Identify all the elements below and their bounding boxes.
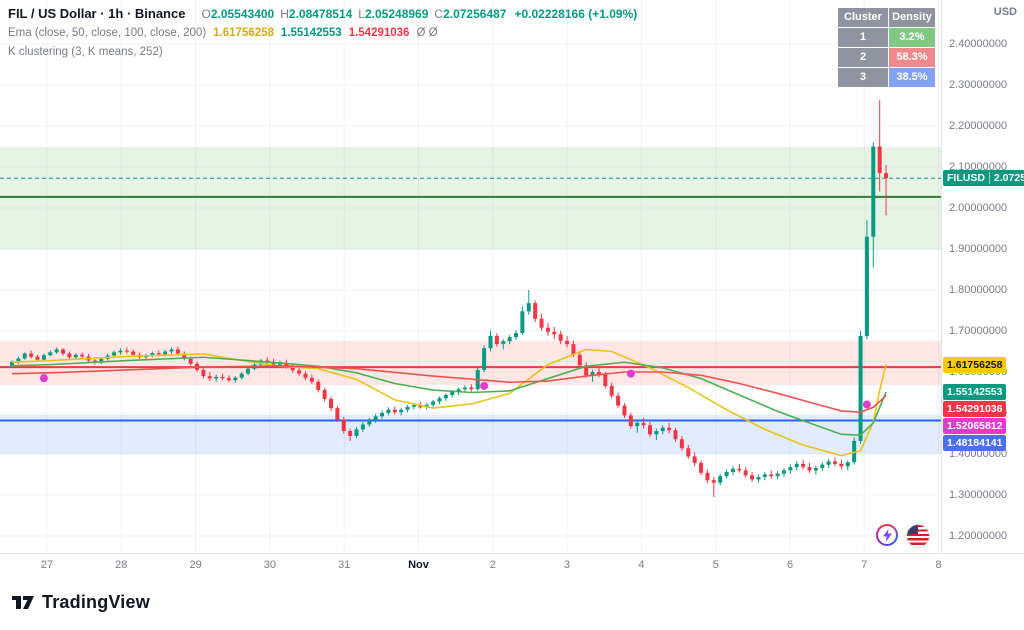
price-chart-svg[interactable] bbox=[0, 0, 941, 553]
cluster-3-price-label: 1.48184141 bbox=[943, 434, 1007, 451]
time-axis-label: 3 bbox=[564, 559, 571, 571]
ema-100-price-label: 1.55142553 bbox=[943, 383, 1007, 400]
price-axis-tick: 1.40000000 bbox=[949, 448, 1008, 460]
time-axis-label: 5 bbox=[712, 559, 719, 571]
ohlc-value: 2.05543400 bbox=[210, 7, 275, 21]
ema-values: 1.61756258 1.55142553 1.54291036 bbox=[206, 23, 409, 40]
lightning-icon[interactable] bbox=[876, 524, 898, 546]
price-axis-tick: 1.70000000 bbox=[949, 325, 1008, 337]
price-axis-tick: 2.30000000 bbox=[949, 79, 1008, 91]
ohlc-value: 2.08478514 bbox=[288, 7, 353, 21]
time-axis-label: 8 bbox=[935, 559, 942, 571]
time-axis-label: 31 bbox=[338, 559, 351, 571]
ohlc-letter: L bbox=[358, 7, 365, 21]
time-axis-label: 6 bbox=[786, 559, 794, 571]
ema-empty-inputs: Ø Ø bbox=[416, 27, 438, 39]
ema-100-line[interactable] bbox=[11, 356, 887, 436]
cluster-2-band bbox=[0, 340, 941, 386]
ema-50-price-label: 1.61756258 bbox=[943, 356, 1007, 373]
ohlc-value: 2.05248969 bbox=[364, 7, 429, 21]
time-axis-label: Nov bbox=[408, 559, 429, 571]
lightning-glyph bbox=[878, 526, 896, 544]
symbol-info-row[interactable]: FIL / US Dollar · 1h · Binance O2.0554340… bbox=[8, 5, 637, 23]
time-axis[interactable]: 27 28 29 30 31 Nov 2 3 4 5 6 7 8 bbox=[0, 553, 1024, 578]
legend: FIL / US Dollar · 1h · Binance O2.0554340… bbox=[8, 5, 637, 61]
kclustering-label: K clustering (3, K means, 252) bbox=[8, 46, 163, 58]
chart-badges bbox=[876, 524, 930, 548]
cluster-1-band bbox=[0, 146, 941, 250]
time-axis-label: 28 bbox=[115, 559, 128, 571]
ema-200-line[interactable] bbox=[11, 365, 887, 413]
density-column-header: Density bbox=[889, 8, 935, 27]
time-axis-label: 7 bbox=[861, 559, 868, 571]
cluster-dot-price-label: 1.52065812 bbox=[943, 417, 1007, 434]
ema-200-price-label: 1.54291036 bbox=[943, 400, 1007, 417]
cluster-column-header: Cluster bbox=[838, 8, 888, 27]
ohlc-values: O2.05543400 H2.08478514 L2.05248969 C2.0725… bbox=[195, 5, 506, 22]
price-change: +0.02228166 (+1.09%) bbox=[514, 7, 638, 21]
cluster-density-cell: 58.3% bbox=[889, 48, 935, 67]
cluster-index-cell: 3 bbox=[838, 68, 888, 87]
chart-canvas[interactable] bbox=[0, 0, 941, 553]
cluster-index-cell: 2 bbox=[838, 48, 888, 67]
kclustering-indicator-row[interactable]: K clustering (3, K means, 252) bbox=[8, 42, 637, 61]
footer: TradingView bbox=[0, 577, 1024, 630]
currency-label: USD bbox=[993, 6, 1017, 18]
ema-indicator-row[interactable]: Ema (close, 50, close, 100, close, 200) 1… bbox=[8, 23, 637, 42]
price-axis[interactable]: USD 2.40000000 2.30000000 2.20000000 2.1000… bbox=[941, 0, 1024, 553]
price-axis-tick: 1.20000000 bbox=[949, 530, 1008, 542]
ohlc-letter: O bbox=[201, 7, 211, 21]
cluster-index-cell: 1 bbox=[838, 28, 888, 47]
cluster-density-cell: 3.2% bbox=[889, 28, 935, 47]
price-axis-tick: 2.40000000 bbox=[949, 38, 1008, 50]
tradingview-logo[interactable]: TradingView bbox=[10, 591, 150, 613]
tradingview-logo-icon bbox=[12, 596, 34, 609]
price-axis-tick: 2.00000000 bbox=[949, 202, 1008, 214]
flag-canton bbox=[907, 525, 918, 534]
price-axis-tick: 1.80000000 bbox=[949, 284, 1008, 296]
time-axis-label: 4 bbox=[638, 559, 645, 571]
ohlc-letter: C bbox=[434, 7, 444, 21]
tradingview-brand-text: TradingView bbox=[42, 591, 150, 612]
price-axis-tick: 1.90000000 bbox=[949, 243, 1008, 255]
price-axis-tick: 2.10000000 bbox=[949, 161, 1008, 173]
time-axis-label: 30 bbox=[263, 559, 277, 571]
cluster-density-cell: 38.5% bbox=[889, 68, 935, 87]
ema-indicator-label: Ema (close, 50, close, 100, close, 200) bbox=[8, 27, 207, 39]
time-axis-label: 27 bbox=[40, 559, 54, 571]
ohlc-letter: H bbox=[280, 7, 289, 21]
ema-legend-value: 1.55142553 bbox=[280, 27, 342, 39]
price-axis-tick: 2.20000000 bbox=[949, 120, 1008, 132]
ema-legend-value: 1.54291036 bbox=[348, 27, 410, 39]
us-flag-icon[interactable] bbox=[906, 524, 930, 548]
time-axis-label: 29 bbox=[189, 559, 202, 571]
cluster-density-table: Cluster Density 1 3.2% 2 58.3% 3 38.5% bbox=[838, 8, 935, 87]
ema-legend-value: 1.61756258 bbox=[213, 27, 274, 39]
time-axis-label: 2 bbox=[489, 559, 496, 571]
symbol-ticker: FILUSD bbox=[947, 172, 990, 185]
symbol-title[interactable]: FIL / US Dollar · 1h · Binance bbox=[8, 6, 186, 21]
ohlc-value: 2.07256487 bbox=[443, 7, 507, 21]
price-axis-tick: 1.30000000 bbox=[949, 489, 1008, 501]
cluster-dots bbox=[39, 369, 871, 409]
